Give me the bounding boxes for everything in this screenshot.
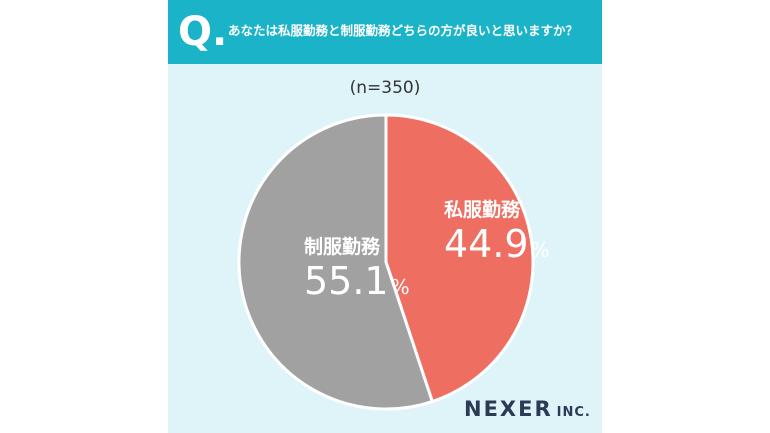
question-text: あなたは私服勤務と制服勤務どちらの方が良いと思いますか？ — [228, 23, 579, 38]
question-mark: Q. — [178, 9, 228, 55]
sample-size: (n=350) — [349, 78, 421, 98]
slice-value-1: 44.9% — [444, 222, 550, 266]
question-header: Q. あなたは私服勤務と制服勤務どちらの方が良いと思いますか？ — [168, 0, 602, 64]
pie-slice-2 — [237, 113, 434, 411]
brand-logo: NEXER INC. — [464, 396, 591, 426]
slice-label-2: 制服勤務 — [304, 235, 381, 258]
slice-unit-2: % — [391, 275, 410, 299]
slice-label-1: 私服勤務 — [444, 198, 521, 221]
brand-suffix: INC. — [556, 405, 591, 420]
brand-name: NEXER — [464, 397, 553, 421]
pie-slice-1 — [384, 113, 535, 404]
slice-unit-1: % — [531, 238, 550, 262]
survey-card: Q. あなたは私服勤務と制服勤務どちらの方が良いと思いますか？ (n=350) … — [168, 0, 602, 433]
